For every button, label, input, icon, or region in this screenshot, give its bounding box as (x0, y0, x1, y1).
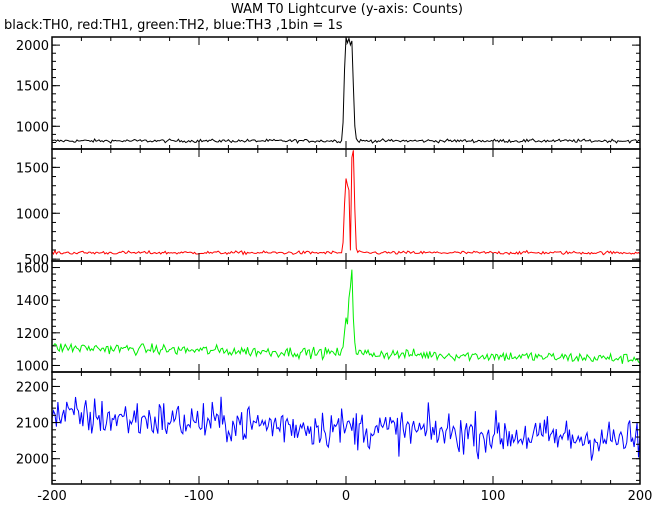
y-tick-label: 1600 (16, 262, 49, 277)
y-tick-label: 2100 (16, 417, 49, 432)
series-th3-line (51, 396, 641, 461)
chart-subtitle: black:TH0, red:TH1, green:TH2, blue:TH3 … (4, 18, 343, 33)
y-tick-label: 2000 (16, 39, 49, 54)
x-tick-label: 0 (342, 489, 350, 504)
y-tick-label: 1500 (16, 80, 49, 95)
y-tick-label: 500 (24, 253, 49, 268)
y-tick-label: 1500 (16, 161, 49, 176)
y-tick-label: 1400 (16, 294, 49, 309)
panels: 1000 1500 2000 500 1000 1500 1000 1200 1400 1600 2… (16, 36, 641, 485)
series-th2-line (51, 269, 641, 364)
y-tick-label: 1200 (16, 327, 49, 342)
x-tick-label: 100 (481, 489, 506, 504)
panel-th1: 500 1000 1500 (16, 148, 641, 268)
chart-title: WAM T0 Lightcurve (y-axis: Counts) (231, 2, 463, 17)
x-axis-labels: -200 -100 0 100 200 (37, 489, 652, 504)
y-tick-label: 1000 (16, 359, 49, 374)
panel-th3: 2000 2100 2200 (16, 371, 641, 485)
series-th0-line (51, 36, 641, 144)
x-tick-label: -100 (184, 489, 214, 504)
series-th1-line (51, 150, 641, 256)
y-tick-label: 1000 (16, 120, 49, 135)
y-tick-label: 2000 (16, 453, 49, 468)
y-tick-label: 2200 (16, 380, 49, 395)
panel-frame (51, 36, 641, 150)
panel-th2: 1000 1200 1400 1600 (16, 260, 641, 374)
panel-frame (51, 148, 641, 262)
x-tick-label: -200 (37, 489, 67, 504)
x-tick-label: 200 (628, 489, 653, 504)
panel-th0: 1000 1500 2000 (16, 36, 641, 150)
y-tick-label: 1000 (16, 207, 49, 222)
